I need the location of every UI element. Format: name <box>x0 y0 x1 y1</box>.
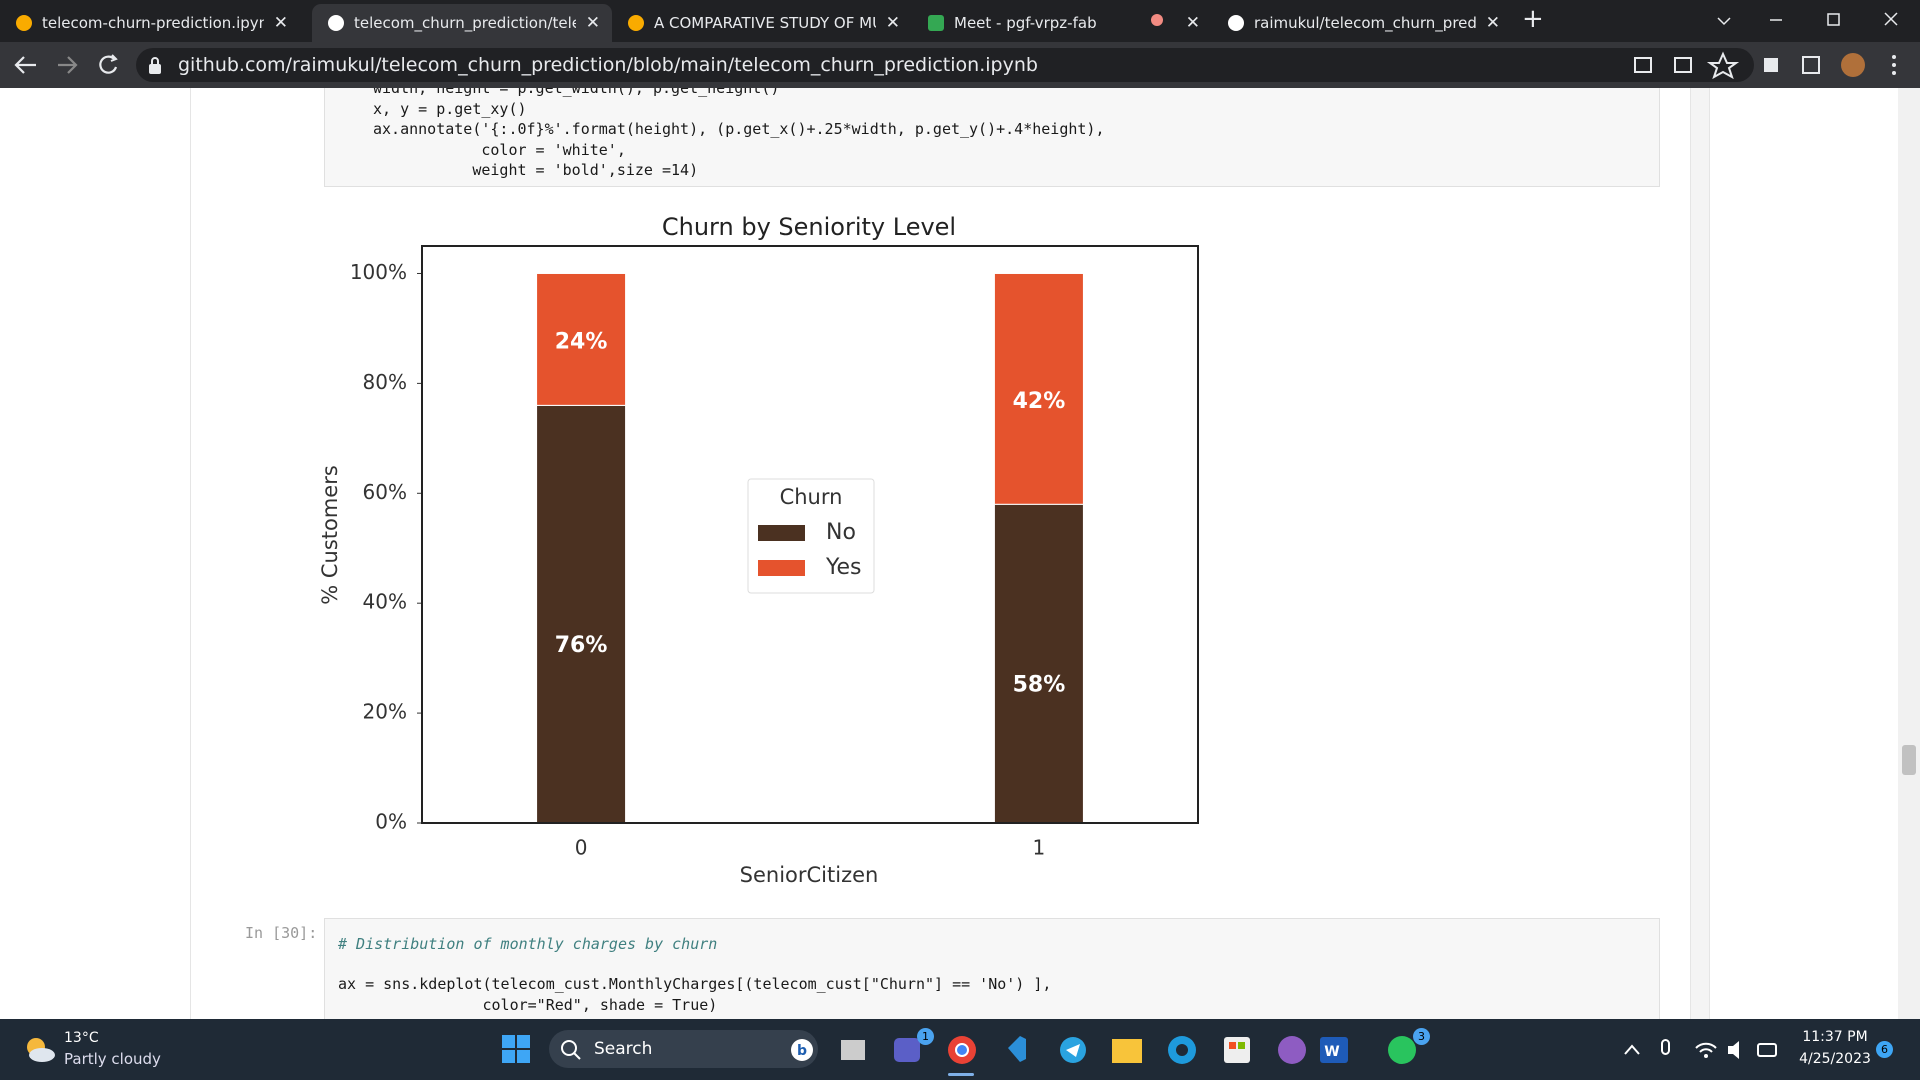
notification-badge: 3 <box>1413 1028 1430 1045</box>
tab-close[interactable]: ✕ <box>1185 13 1200 33</box>
weather[interactable]: Partly cloudy <box>64 1050 161 1068</box>
legend-title: Churn <box>780 485 843 509</box>
scrollbar-thumb[interactable] <box>1902 745 1916 775</box>
code-cell[interactable]: width, height = p.get_width(), p.get_hei… <box>324 88 1660 187</box>
chart-title: Churn by Seniority Level <box>662 213 956 241</box>
omnibox[interactable] <box>136 48 1754 82</box>
tab-title: Meet - pgf-vrpz-fab <box>954 14 1097 32</box>
bar-segment <box>536 404 627 824</box>
clock-date[interactable]: 4/25/2023 <box>1799 1051 1871 1067</box>
code-line: ax = sns.kdeplot(telecom_cust.MonthlyCha… <box>338 975 1052 993</box>
x-axis-label: SeniorCitizen <box>740 863 879 887</box>
y-tick-label: 20% <box>363 700 407 724</box>
value-label: 24% <box>555 330 608 355</box>
scrollbar[interactable] <box>1898 88 1920 1019</box>
y-tick-label: 0% <box>375 810 407 834</box>
search-box[interactable] <box>549 1030 818 1068</box>
weather-icon[interactable] <box>20 1031 60 1067</box>
notification-badge: 6 <box>1876 1041 1893 1058</box>
window-controls[interactable] <box>1700 0 1920 42</box>
search-icon <box>561 1040 581 1060</box>
tab-icon <box>16 15 32 31</box>
bar-segment <box>993 272 1084 505</box>
value-label: 42% <box>1013 389 1066 414</box>
bar-segment <box>993 503 1084 824</box>
browser-tab[interactable]: Meet - pgf-vrpz-fab ✕ <box>912 4 1212 42</box>
toolbar-icons[interactable] <box>1620 48 1920 84</box>
code-line: color="Red", shade = True) <box>338 996 718 1014</box>
recording-dot <box>1151 14 1163 26</box>
tab-icon <box>928 15 944 31</box>
code-line: width, height = p.get_width(), p.get_hei… <box>373 88 780 97</box>
tab-close[interactable]: ✕ <box>273 13 288 33</box>
tab-title: A COMPARATIVE STUDY OF MULTI <box>654 14 876 32</box>
tab-close[interactable]: ✕ <box>885 13 900 33</box>
cell-prompt: In [30]: <box>245 924 318 942</box>
tab-close[interactable]: ✕ <box>585 13 600 33</box>
y-tick-label: 100% <box>350 260 407 284</box>
code-line: ax.annotate('{:.0f}%'.format(height), (p… <box>373 120 1105 138</box>
legend-label: No <box>826 520 856 545</box>
nav-buttons[interactable] <box>0 42 140 88</box>
code-line: # Distribution of monthly charges by chu… <box>338 935 718 953</box>
page-gutter <box>1690 88 1710 1019</box>
x-tick-label: 1 <box>1033 836 1046 860</box>
value-label: 58% <box>1013 673 1066 698</box>
code-line: color = 'white', <box>373 140 626 159</box>
browser-tab[interactable]: telecom-churn-prediction.ipynb ✕ <box>0 4 300 42</box>
code-cell[interactable]: # Distribution of monthly charges by chu… <box>324 918 1660 1019</box>
temperature[interactable]: 13°C <box>64 1030 99 1046</box>
tab-icon <box>328 15 344 31</box>
code-line: x, y = p.get_xy() <box>373 99 527 118</box>
y-tick-label: 40% <box>363 590 407 614</box>
notification-badge: 1 <box>917 1028 934 1045</box>
lock-icon <box>149 57 161 74</box>
tab-bar: telecom-churn-prediction.ipynb ✕ telecom_c… <box>0 0 1920 42</box>
x-tick-label: 0 <box>575 836 588 860</box>
taskbar: 13°C Partly cloudy Search b W <box>0 1019 1920 1080</box>
tab-title: telecom-churn-prediction.ipynb <box>42 14 264 32</box>
legend-swatch <box>758 525 805 541</box>
svg-text:b: b <box>797 1043 807 1059</box>
start-button[interactable] <box>502 1035 532 1065</box>
tab-title: raimukul/telecom_churn_prediction <box>1254 14 1476 32</box>
tab-icon <box>1228 15 1244 31</box>
url[interactable]: github.com/raimukul/telecom_churn_predic… <box>178 54 1038 76</box>
new-tab[interactable]: + <box>1522 4 1544 34</box>
clock-time[interactable]: 11:37 PM <box>1802 1029 1868 1045</box>
bar-segment <box>536 272 627 406</box>
browser-tab[interactable]: telecom_churn_prediction/telecom ✕ <box>312 4 612 42</box>
tray-icons[interactable] <box>1610 1033 1780 1067</box>
tab-title: telecom_churn_prediction/telecom <box>354 14 576 32</box>
legend-swatch <box>758 560 805 576</box>
y-tick-label: 80% <box>363 370 407 394</box>
svg-text:W: W <box>1324 1044 1339 1060</box>
browser-tab[interactable]: raimukul/telecom_churn_prediction ✕ <box>1212 4 1512 42</box>
search-label[interactable]: Search <box>594 1039 653 1059</box>
tab-icon <box>628 15 644 31</box>
tab-close[interactable]: ✕ <box>1485 13 1500 33</box>
page-border <box>190 88 191 1019</box>
y-axis-label: % Customers <box>318 465 342 605</box>
code-line: weight = 'bold',size =14) <box>373 161 699 179</box>
value-label: 76% <box>555 633 608 658</box>
legend-label: Yes <box>825 555 862 580</box>
chart: Churn by Seniority Level SeniorCitizen %… <box>318 213 1199 887</box>
axes-frame <box>421 245 1199 824</box>
y-tick-label: 60% <box>363 480 407 504</box>
taskbar-apps[interactable]: b W <box>780 1019 1440 1080</box>
browser-tab[interactable]: A COMPARATIVE STUDY OF MULTI ✕ <box>612 4 912 42</box>
